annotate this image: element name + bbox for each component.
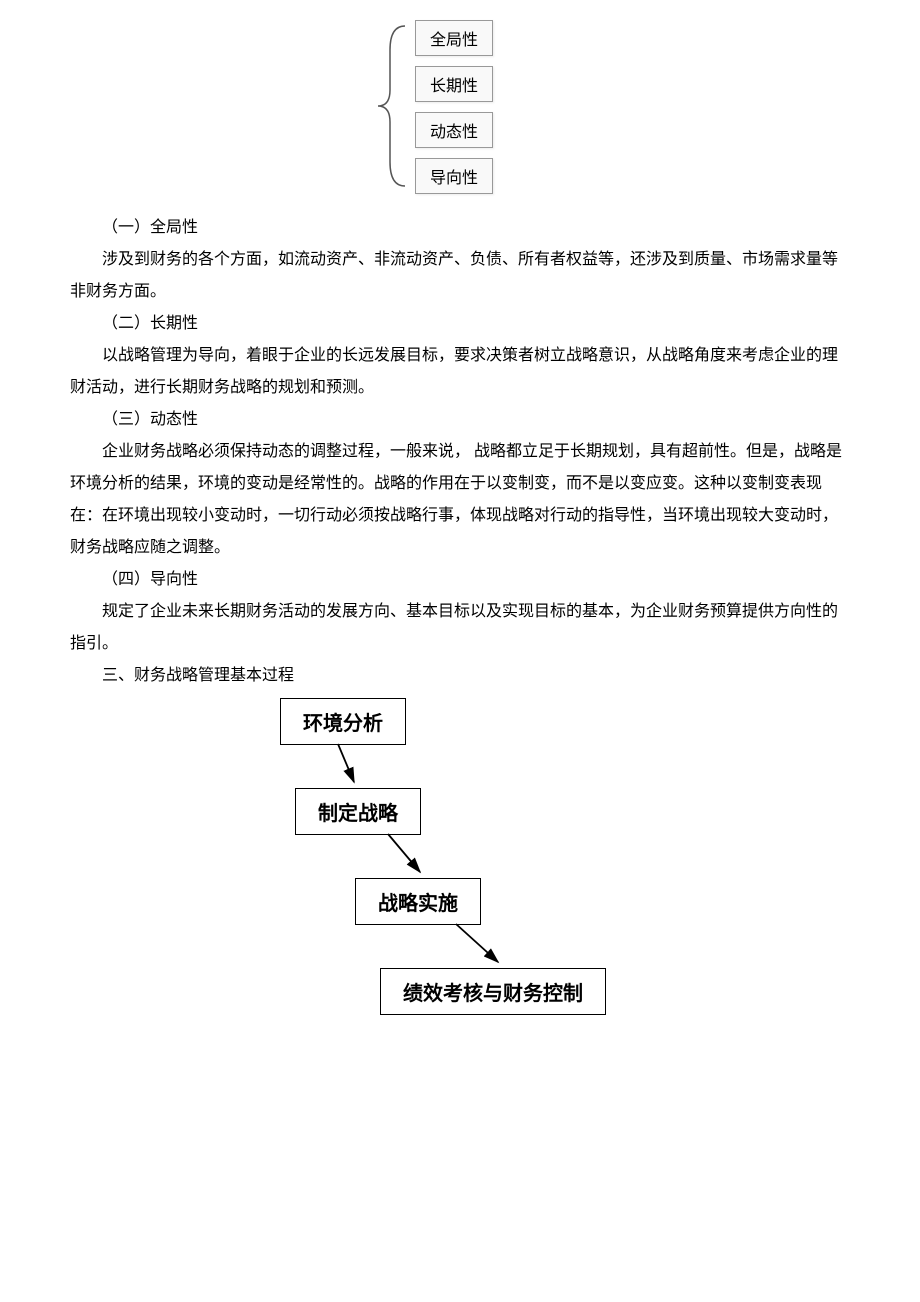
curly-bracket-icon: [360, 20, 420, 192]
flow-node-implement: 战略实施: [355, 878, 481, 925]
flow-node-evaluation: 绩效考核与财务控制: [380, 968, 606, 1015]
flowchart: 环境分析 制定战略 战略实施 绩效考核与财务控制: [210, 698, 710, 1018]
flow-node-env-analysis: 环境分析: [280, 698, 406, 745]
flow-node-make-strategy: 制定战略: [295, 788, 421, 835]
section-body: 涉及到财务的各个方面，如流动资产、非流动资产、负债、所有者权益等，还涉及到质量、…: [70, 244, 850, 308]
section-heading: （三）动态性: [70, 404, 850, 436]
section-body: 企业财务战略必须保持动态的调整过程，一般来说， 战略都立足于长期规划，具有超前性…: [70, 436, 850, 564]
section-body: 以战略管理为导向，着眼于企业的长远发展目标，要求决策者树立战略意识，从战略角度来…: [70, 340, 850, 404]
bracket-item: 动态性: [415, 112, 493, 148]
bracket-box-list: 全局性 长期性 动态性 导向性: [415, 20, 493, 204]
document-page: 全局性 长期性 动态性 导向性 （一）全局性 涉及到财务的各个方面，如流动资产、…: [0, 0, 920, 1058]
arrow-icon: [448, 922, 518, 968]
section-heading: （一）全局性: [70, 212, 850, 244]
section-heading: （二）长期性: [70, 308, 850, 340]
bracket-item: 长期性: [415, 66, 493, 102]
arrow-icon: [380, 832, 440, 878]
section-heading: （四）导向性: [70, 564, 850, 596]
body-content: （一）全局性 涉及到财务的各个方面，如流动资产、非流动资产、负债、所有者权益等，…: [70, 212, 850, 692]
bracket-item: 全局性: [415, 20, 493, 56]
arrow-icon: [330, 742, 370, 788]
bracket-diagram: 全局性 长期性 动态性 导向性: [360, 20, 560, 192]
bracket-item: 导向性: [415, 158, 493, 194]
section-heading: 三、财务战略管理基本过程: [70, 660, 850, 692]
section-body: 规定了企业未来长期财务活动的发展方向、基本目标以及实现目标的基本，为企业财务预算…: [70, 596, 850, 660]
